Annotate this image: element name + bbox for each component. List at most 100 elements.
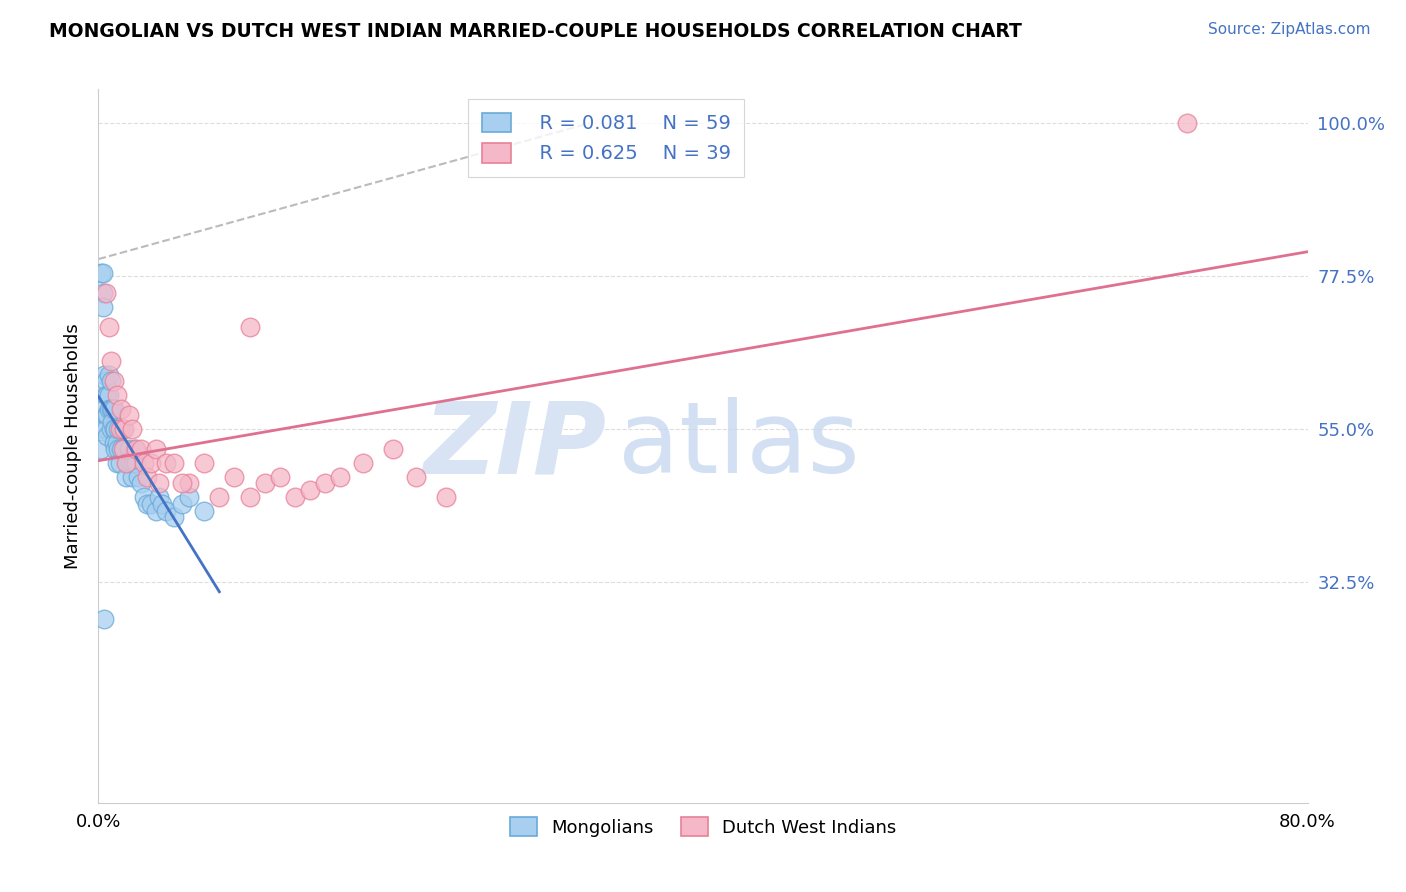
Point: [141, 497, 163, 511]
Point: [170, 476, 193, 491]
Point: [100, 401, 122, 416]
Point: [94, 286, 117, 301]
Point: [93, 422, 115, 436]
Point: [208, 490, 231, 504]
Point: [107, 442, 129, 457]
Point: [121, 469, 143, 483]
Point: [179, 476, 201, 491]
Point: [105, 435, 128, 450]
Point: [93, 368, 115, 382]
Point: [284, 490, 307, 504]
Point: [314, 476, 336, 491]
Text: Source: ZipAtlas.com: Source: ZipAtlas.com: [1208, 22, 1371, 37]
Point: [103, 422, 125, 436]
Point: [94, 422, 117, 436]
Point: [193, 456, 215, 470]
Point: [145, 442, 167, 457]
Point: [135, 497, 157, 511]
Point: [93, 612, 115, 626]
Point: [94, 388, 117, 402]
Point: [115, 456, 138, 470]
Point: [100, 354, 122, 368]
Point: [124, 442, 146, 457]
Point: [91, 300, 114, 314]
Point: [111, 442, 134, 457]
Point: [96, 409, 118, 423]
Text: MONGOLIAN VS DUTCH WEST INDIAN MARRIED-COUPLE HOUSEHOLDS CORRELATION CHART: MONGOLIAN VS DUTCH WEST INDIAN MARRIED-C…: [49, 22, 1022, 41]
Point: [108, 456, 131, 470]
Point: [103, 375, 125, 389]
Point: [125, 442, 148, 457]
Point: [148, 476, 170, 491]
Point: [132, 490, 155, 504]
Point: [135, 469, 157, 483]
Point: [98, 320, 121, 334]
Point: [103, 435, 125, 450]
Point: [132, 456, 155, 470]
Point: [155, 503, 177, 517]
Point: [94, 409, 117, 423]
Point: [107, 422, 129, 436]
Point: [150, 497, 173, 511]
Point: [91, 266, 114, 280]
Y-axis label: Married-couple Households: Married-couple Households: [63, 323, 82, 569]
Point: [269, 469, 291, 483]
Point: [193, 503, 215, 517]
Point: [111, 422, 134, 436]
Point: [120, 456, 142, 470]
Point: [110, 422, 132, 436]
Point: [110, 442, 132, 457]
Point: [405, 469, 427, 483]
Point: [105, 388, 128, 402]
Point: [101, 401, 124, 416]
Point: [112, 442, 135, 457]
Point: [170, 497, 193, 511]
Point: [382, 442, 405, 457]
Point: [239, 320, 262, 334]
Point: [104, 422, 127, 436]
Point: [114, 456, 136, 470]
Point: [121, 422, 143, 436]
Point: [90, 266, 112, 280]
Point: [98, 401, 121, 416]
Point: [329, 469, 352, 483]
Point: [91, 286, 114, 301]
Point: [155, 456, 177, 470]
Point: [105, 456, 128, 470]
Point: [98, 368, 121, 382]
Point: [100, 422, 122, 436]
Point: [96, 388, 118, 402]
Point: [112, 422, 135, 436]
Legend: Mongolians, Dutch West Indians: Mongolians, Dutch West Indians: [502, 810, 904, 844]
Point: [148, 490, 170, 504]
Point: [118, 442, 141, 457]
Point: [352, 456, 374, 470]
Point: [93, 401, 115, 416]
Point: [96, 429, 118, 443]
Point: [94, 375, 117, 389]
Point: [179, 490, 201, 504]
Point: [90, 442, 112, 457]
Point: [299, 483, 322, 498]
Point: [129, 476, 152, 491]
Point: [98, 388, 121, 402]
Point: [163, 510, 186, 524]
Point: [141, 456, 163, 470]
Point: [122, 456, 145, 470]
Point: [127, 469, 149, 483]
Point: [108, 422, 131, 436]
Point: [110, 401, 132, 416]
Text: atlas: atlas: [619, 398, 860, 494]
Text: ZIP: ZIP: [423, 398, 606, 494]
Point: [101, 415, 124, 429]
Point: [1175, 116, 1198, 130]
Point: [100, 375, 122, 389]
Point: [104, 442, 127, 457]
Point: [103, 401, 125, 416]
Point: [163, 456, 186, 470]
Point: [114, 469, 136, 483]
Point: [118, 409, 141, 423]
Point: [129, 442, 152, 457]
Point: [145, 503, 167, 517]
Point: [125, 456, 148, 470]
